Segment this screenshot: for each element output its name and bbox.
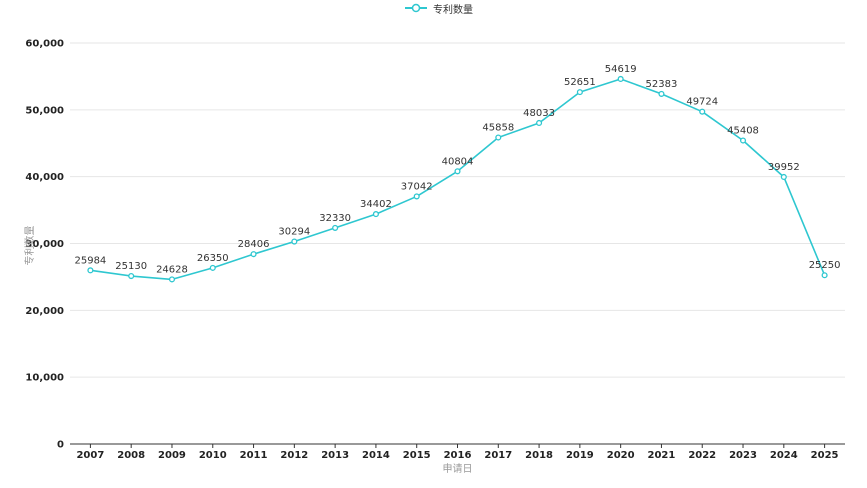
data-point [495,134,502,141]
data-label: 48033 [523,108,555,119]
data-point [617,75,624,83]
data-point [413,193,420,200]
data-point [168,276,176,283]
x-tick-label: 2008 [117,450,145,461]
legend[interactable]: 专利数量 [405,1,473,16]
y-tick-label: 40,000 [25,172,64,183]
x-tick-label: 2023 [729,450,757,461]
x-tick-label: 2011 [240,450,268,461]
data-point [128,272,135,280]
data-point [209,264,216,271]
x-tick-label: 2022 [688,450,716,461]
y-tick-label: 0 [57,440,64,451]
x-tick-label: 2018 [525,450,553,461]
data-point [372,211,379,218]
y-tick-label: 60,000 [25,39,64,50]
x-tick-label: 2010 [199,450,227,461]
x-tick-label: 2014 [362,450,390,461]
x-tick-label: 2021 [648,450,676,461]
data-point [454,168,461,175]
data-point [250,251,257,258]
data-label: 26350 [197,253,229,264]
y-tick-label: 10,000 [25,373,64,384]
data-point [332,224,339,231]
x-tick-label: 2017 [484,450,512,461]
x-tick-label: 2025 [811,450,839,461]
x-tick-label: 2015 [403,450,431,461]
y-axis-title: 专利数量 [23,226,36,266]
data-point [821,272,828,279]
x-tick-label: 2012 [280,450,308,461]
y-tick-label: 20,000 [25,306,64,317]
data-label: 39952 [768,162,800,173]
series-line [90,78,826,281]
data-label: 40804 [442,156,474,167]
data-point [87,267,94,274]
x-tick-label: 2013 [321,450,349,461]
data-label: 45408 [727,126,759,137]
x-tick-label: 2019 [566,450,594,461]
data-point [658,90,665,97]
data-label: 24628 [156,264,188,275]
data-point [291,238,298,245]
legend-label: 专利数量 [433,4,473,16]
data-label: 34402 [360,199,392,210]
x-tick-label: 2020 [607,450,635,461]
x-tick-label: 2024 [770,450,798,461]
data-label: 37042 [401,181,433,192]
data-point [780,173,787,181]
data-label: 54619 [605,64,637,75]
data-point [536,119,543,127]
data-label: 25250 [809,260,841,271]
x-tick-label: 2016 [444,450,472,461]
x-tick-label: 2007 [76,450,104,461]
data-label: 30294 [278,227,310,238]
data-label: 25984 [74,255,106,266]
legend-line-icon [405,3,427,13]
data-label: 52383 [646,79,678,90]
data-point [699,108,706,115]
data-label: 52651 [564,77,596,88]
x-tick-label: 2009 [158,450,186,461]
data-label: 32330 [319,213,351,224]
data-point [739,137,747,144]
y-tick-label: 30,000 [25,239,64,250]
data-point [576,89,583,96]
data-label: 28406 [238,239,270,250]
x-axis-title: 申请日 [443,462,473,475]
data-label: 45858 [482,123,514,134]
data-label: 25130 [115,261,147,272]
y-tick-label: 50,000 [25,105,64,116]
data-label: 49724 [686,97,718,108]
